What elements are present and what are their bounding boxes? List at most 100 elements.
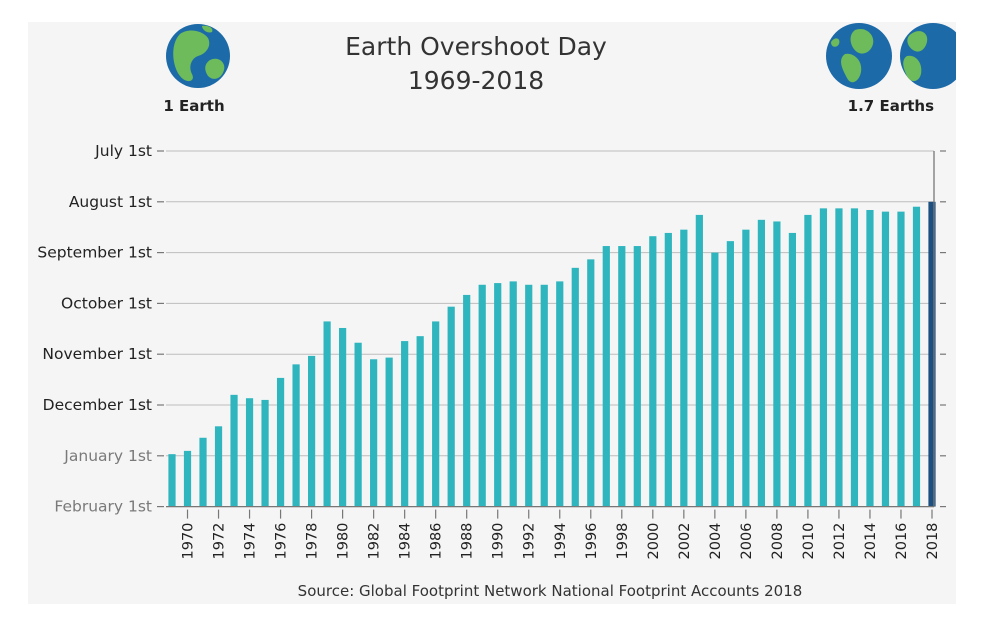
- bar-2005: [726, 241, 734, 507]
- y-tick-label: September 1st: [37, 244, 152, 262]
- bar-2015: [881, 211, 890, 507]
- bar-2012: [835, 208, 843, 507]
- x-tick-label: 2000: [646, 523, 662, 560]
- bar-1987: [447, 306, 455, 507]
- bar-1986: [432, 321, 440, 507]
- bar-1984: [401, 341, 409, 507]
- x-tick-label: 1988: [460, 523, 476, 560]
- bar-2001: [664, 232, 672, 507]
- y-tick-label: January 1st: [63, 447, 152, 465]
- x-tick-label: 2016: [894, 523, 910, 560]
- x-tick-label: 1976: [274, 523, 290, 560]
- x-tick-label: 1980: [336, 523, 352, 560]
- bar-1980: [339, 327, 347, 507]
- earth-globe-icon: [166, 24, 230, 88]
- bar-1992: [525, 284, 533, 507]
- bar-1983: [385, 357, 393, 507]
- bar-1970: [183, 450, 192, 507]
- y-tick-label: July 1st: [94, 142, 152, 160]
- bar-1971: [199, 437, 207, 507]
- y-axis-labels: July 1st August 1st September 1st October 1…: [37, 142, 152, 516]
- x-tick-label: 1996: [584, 523, 600, 560]
- x-tick-label: 2008: [770, 523, 786, 560]
- right-earths: 1.7 Earths: [826, 23, 956, 115]
- left-earth-label: 1 Earth: [163, 97, 224, 115]
- earth-globe-icon: [826, 23, 892, 89]
- bar-1993: [540, 284, 548, 507]
- x-tick-label: 1992: [522, 523, 538, 560]
- bar-2013: [850, 208, 859, 507]
- bar-1989: [478, 284, 486, 507]
- bar-1981: [354, 342, 362, 507]
- x-tick-label: 2004: [708, 523, 724, 560]
- bar-2003: [695, 214, 703, 507]
- bar-1973: [230, 394, 238, 507]
- bar-1985: [416, 336, 424, 507]
- bar-1979: [323, 321, 331, 507]
- y-tick-label: December 1st: [43, 396, 152, 414]
- bar-2014: [866, 209, 874, 507]
- x-tick-label: 2014: [863, 523, 879, 560]
- bar-2010: [804, 214, 812, 507]
- bar-1982: [370, 359, 378, 507]
- x-tick-label: 2012: [832, 523, 848, 560]
- x-tick-label: 2018: [925, 523, 941, 560]
- x-tick-label: 1986: [429, 523, 445, 560]
- right-earth-label: 1.7 Earths: [848, 97, 934, 115]
- bar-2011: [819, 208, 828, 507]
- bar-1978: [307, 355, 316, 507]
- bar-1972: [214, 426, 223, 507]
- bar-1975: [261, 399, 269, 507]
- bar-1977: [292, 364, 300, 507]
- chart-title-line1: Earth Overshoot Day: [345, 32, 607, 61]
- x-tick-label: 1982: [367, 523, 383, 560]
- bar-1969: [168, 454, 176, 507]
- bars: [168, 201, 936, 507]
- x-tick-label: 2006: [739, 523, 755, 560]
- y-tick-label: February 1st: [54, 498, 152, 516]
- x-tick-label: 2010: [801, 523, 817, 560]
- bar-1995: [571, 267, 579, 507]
- bar-2009: [788, 232, 797, 507]
- overshoot-chart: 1 Earth 1.7 Earths Earth Overshoot Day 1…: [37, 23, 956, 600]
- earth-globe-icon: [900, 23, 956, 89]
- x-tick-label: 1990: [491, 523, 507, 560]
- x-axis-labels: 1970 1972 1974 1976 1978 1980 1982 1984 1986 1988…: [181, 523, 941, 560]
- chart-title-line2: 1969-2018: [408, 66, 544, 95]
- y-tick-label: November 1st: [42, 345, 152, 363]
- x-tick-label: 1984: [398, 523, 414, 560]
- axes: [166, 151, 935, 519]
- bar-2008: [773, 221, 781, 507]
- bar-2007: [757, 219, 765, 507]
- bar-1998: [618, 246, 626, 507]
- x-tick-label: 2002: [677, 523, 693, 560]
- source-note: Source: Global Footprint Network Nationa…: [298, 582, 803, 600]
- x-tick-label: 1974: [243, 523, 259, 560]
- x-tick-label: 1994: [553, 523, 569, 560]
- bar-1997: [602, 246, 610, 507]
- bar-1974: [245, 398, 254, 507]
- bar-1988: [463, 294, 471, 507]
- bar-2006: [742, 229, 750, 507]
- x-tick-label: 1972: [212, 523, 228, 560]
- bar-1991: [509, 281, 517, 507]
- bar-1976: [276, 377, 285, 507]
- bar-1990: [494, 283, 502, 507]
- y-tick-label: October 1st: [61, 294, 152, 312]
- bar-2000: [649, 236, 657, 507]
- bar-1996: [587, 259, 595, 507]
- bar-2016: [897, 211, 905, 507]
- chart-panel: 1 Earth 1.7 Earths Earth Overshoot Day 1…: [28, 22, 956, 604]
- bar-2002: [680, 229, 688, 507]
- left-earth: 1 Earth: [163, 24, 230, 115]
- bar-2017: [912, 206, 921, 507]
- x-tick-label: 1970: [181, 523, 197, 560]
- bar-2018: [928, 201, 936, 507]
- bar-1994: [556, 281, 564, 507]
- bar-2004: [711, 252, 719, 507]
- bar-1999: [633, 246, 641, 507]
- x-tick-label: 1978: [305, 523, 321, 560]
- y-tick-label: August 1st: [69, 193, 152, 211]
- x-tick-label: 1998: [615, 523, 631, 560]
- gridlines: [157, 150, 946, 508]
